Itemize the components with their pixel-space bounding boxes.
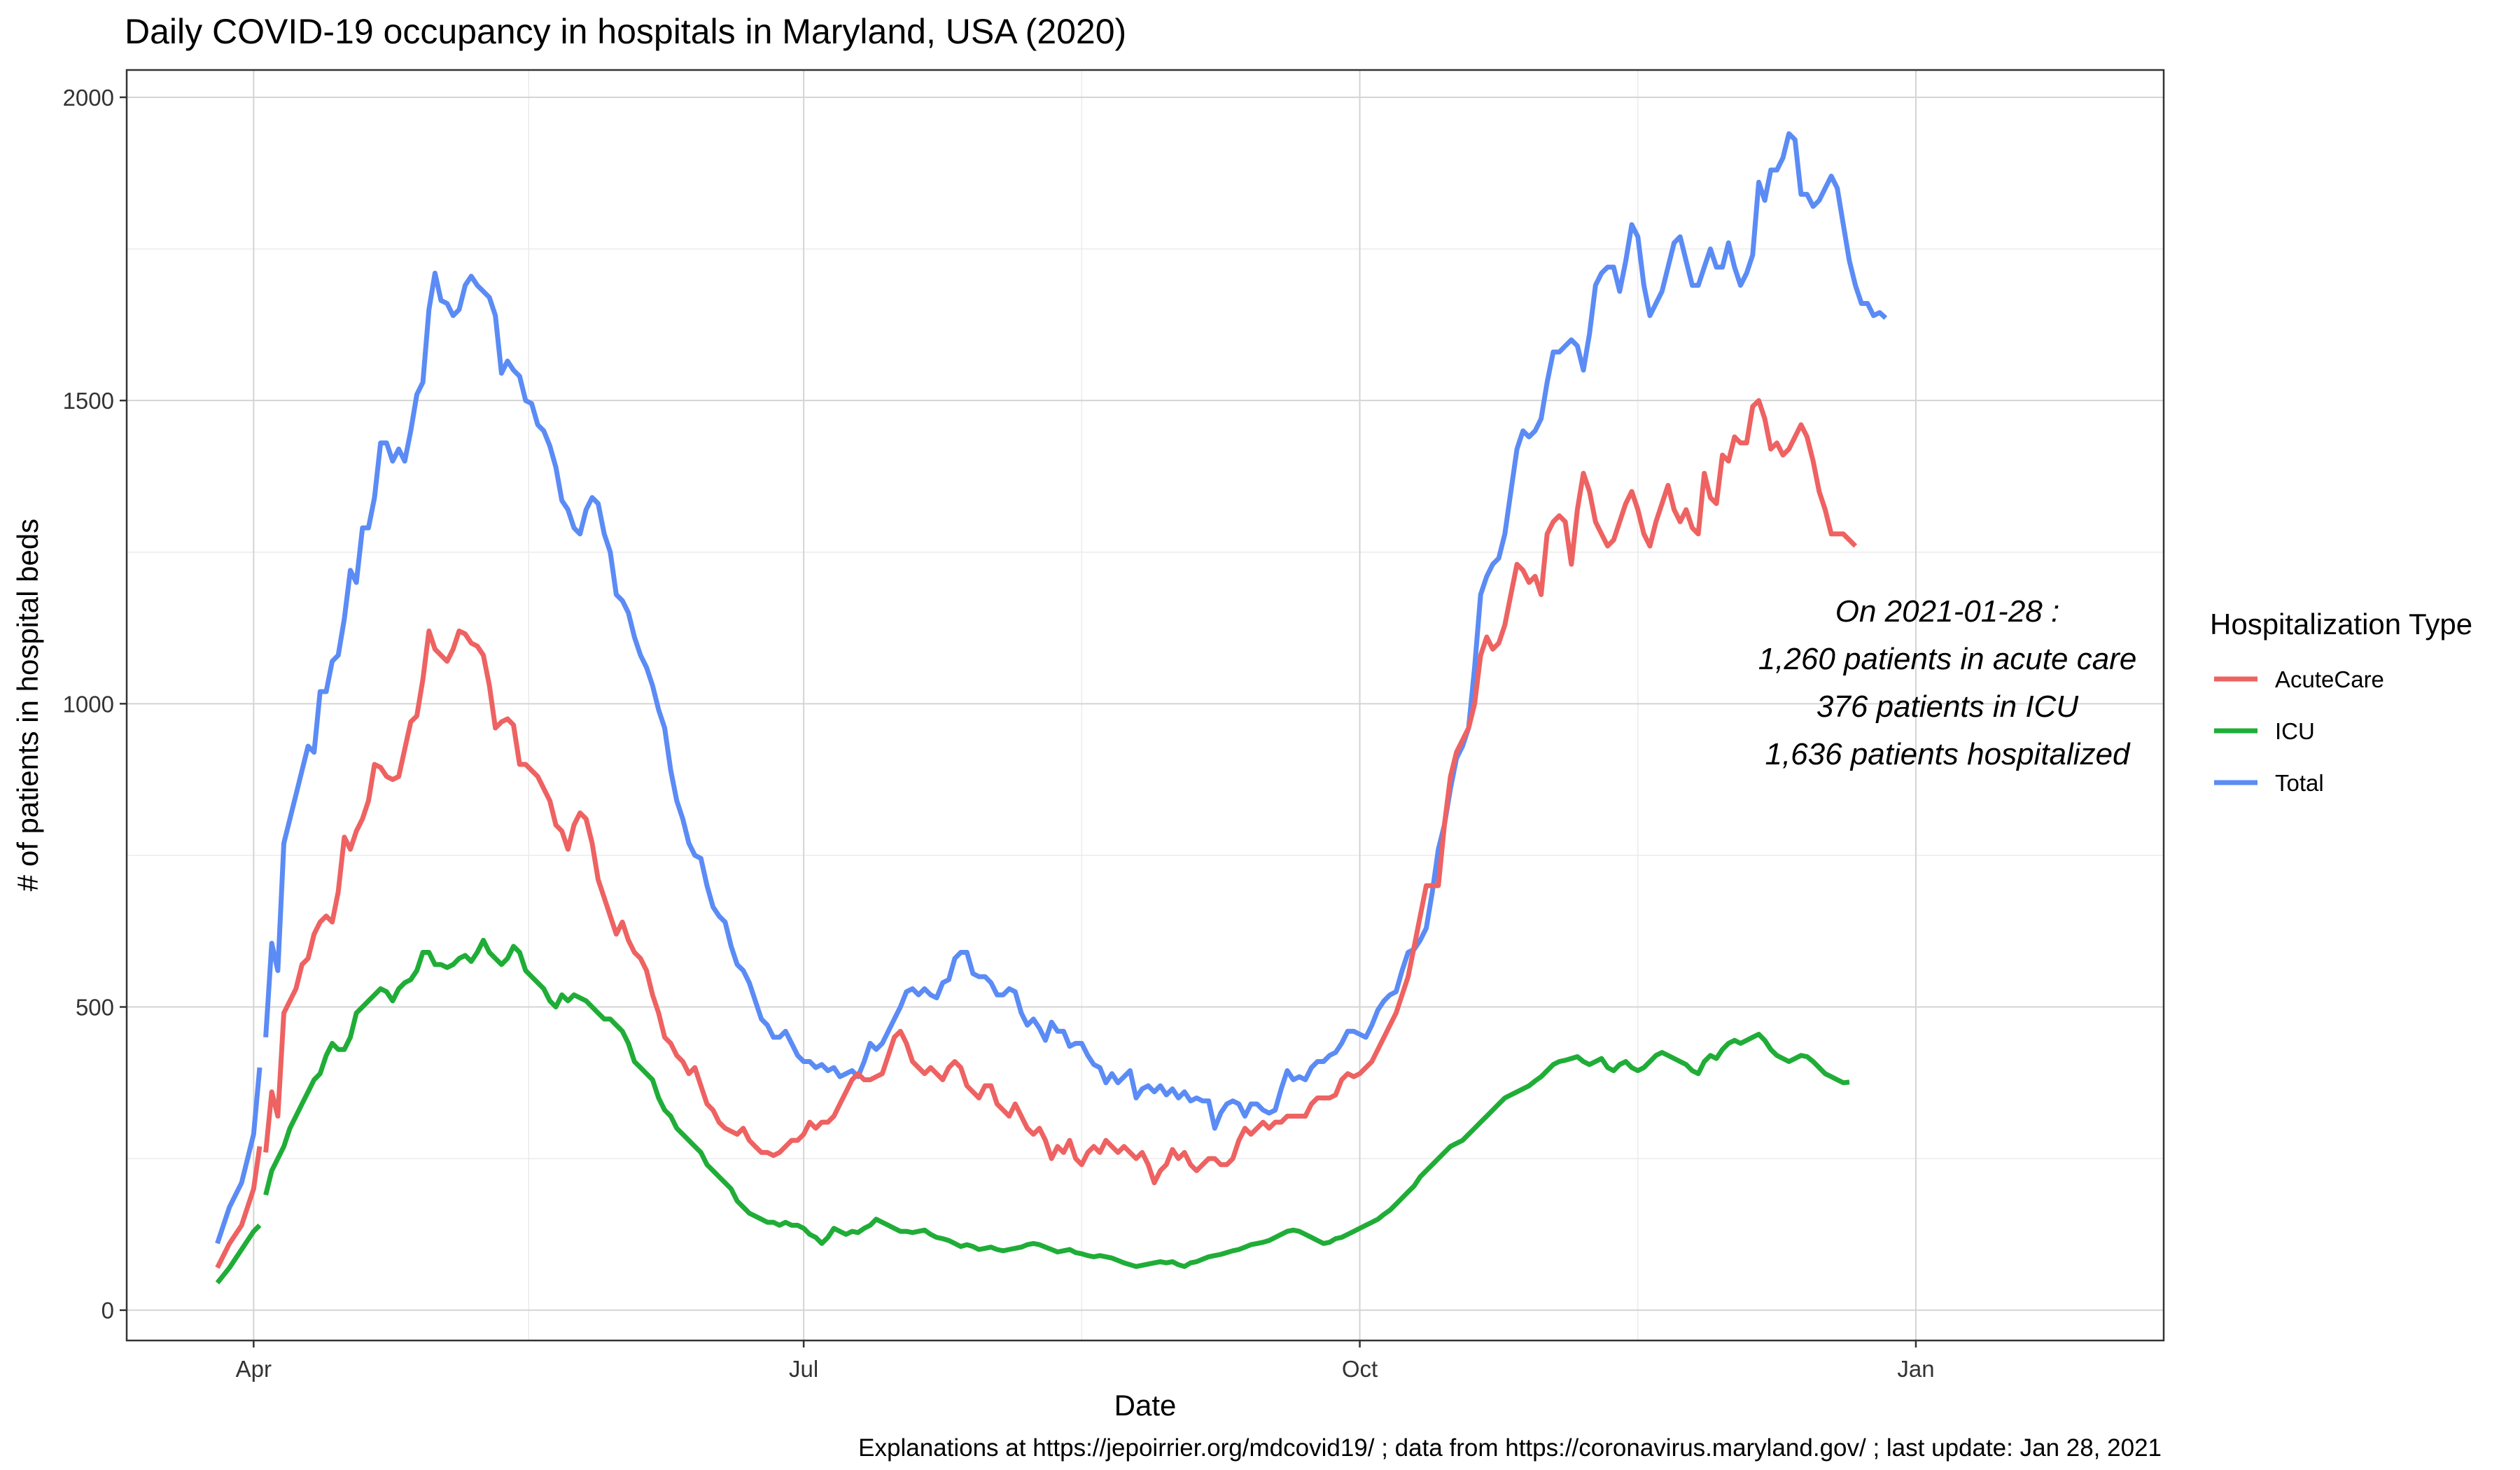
x-axis: Apr Jul Oct Jan [236,1340,1935,1382]
chart-title: Daily COVID-19 occupancy in hospitals in… [125,12,1126,51]
annotation-line-2: 1,260 patients in acute care [1758,642,2137,676]
y-axis: 0 500 1000 1500 2000 [63,85,127,1324]
legend-label-icu: ICU [2275,718,2315,744]
legend-title: Hospitalization Type [2210,608,2472,640]
y-tick-label: 500 [76,995,114,1021]
legend: Hospitalization Type AcuteCare ICU Total [2210,608,2472,796]
x-tick-label: Jul [789,1356,818,1382]
series-layer [215,131,1888,1284]
series-line-total-segment-2 [263,131,1888,1131]
annotation-line-1: On 2021-01-28 : [1835,594,2059,629]
series-line-icu-segment-2 [263,937,1850,1269]
series-line-total-segment-1 [215,1067,262,1245]
legend-entries: AcuteCare ICU Total [2214,666,2384,796]
x-tick-label: Oct [1342,1356,1378,1382]
y-tick-label: 0 [102,1298,114,1324]
x-axis-title: Date [1114,1389,1177,1422]
y-tick-label: 1500 [63,388,114,414]
annotation: On 2021-01-28 : 1,260 patients in acute … [1758,594,2137,771]
y-tick-label: 2000 [63,85,114,111]
legend-label-total: Total [2275,770,2324,796]
annotation-line-4: 1,636 patients hospitalized [1765,737,2131,771]
grid-minor [127,70,2164,1340]
series-line-acutecare-segment-1 [215,1146,262,1269]
y-tick-label: 1000 [63,691,114,717]
x-tick-label: Jan [1897,1356,1934,1382]
plot-panel [125,69,2165,1342]
y-axis-title: # of patients in hospital beds [11,519,44,891]
series-line-icu-segment-1 [215,1223,262,1284]
legend-label-acutecare: AcuteCare [2275,666,2384,692]
series-line-acutecare-segment-2 [263,398,1858,1186]
x-tick-label: Apr [236,1356,272,1382]
annotation-line-3: 376 patients in ICU [1816,690,2078,724]
chart-caption: Explanations at https://jepoirrier.org/m… [858,1434,2162,1462]
